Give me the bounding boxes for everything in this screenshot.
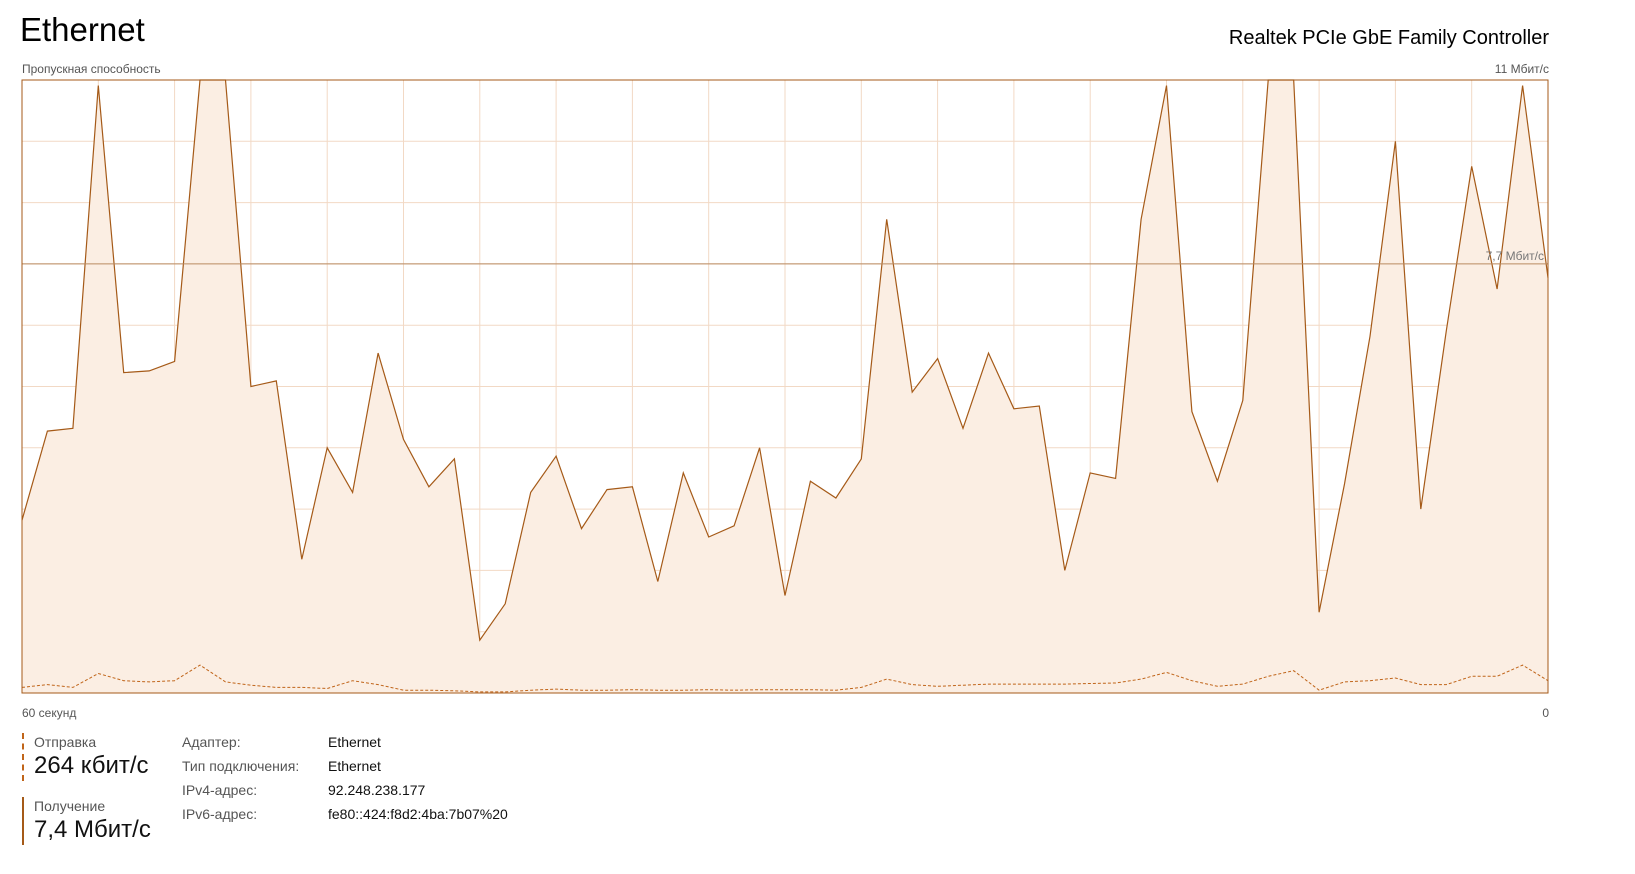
property-key: Адаптер: <box>182 734 241 750</box>
property-row: Тип подключения: Ethernet <box>182 754 508 778</box>
receive-value: 7,4 Мбит/с <box>34 816 151 843</box>
title: Ethernet <box>20 11 145 48</box>
property-value: fe80::424:f8d2:4ba:7b07%20 <box>328 806 508 822</box>
property-value: 92.248.238.177 <box>328 782 426 798</box>
receive-area <box>22 80 1548 693</box>
send-line <box>21 664 1549 693</box>
property-key: IPv4-адрес: <box>182 782 258 798</box>
property-value: Ethernet <box>328 758 381 774</box>
property-row: IPv4-адрес: 92.248.238.177 <box>182 778 508 802</box>
receive-label: Получение <box>34 798 106 814</box>
send-stat[interactable]: Отправка 264 кбит/с <box>22 733 149 781</box>
property-row: IPv6-адрес: fe80::424:f8d2:4ba:7b07%20 <box>182 802 508 826</box>
adapter-name: Realtek PCIe GbE Family Controller <box>1228 27 1549 49</box>
send-label: Отправка <box>34 734 97 750</box>
receive-stat[interactable]: Получение 7,4 Мбит/с <box>22 797 151 845</box>
send-value: 264 кбит/с <box>34 752 149 779</box>
x-right-label: 0 <box>1542 706 1549 720</box>
scale-line-label: 7,7 Мбит/с <box>1486 249 1544 263</box>
property-row: Адаптер: Ethernet <box>182 730 508 754</box>
y-axis-label: Пропускная способность <box>22 62 161 76</box>
property-key: IPv6-адрес: <box>182 806 258 822</box>
graph-border <box>21 79 1549 694</box>
property-key: Тип подключения: <box>182 758 300 774</box>
adapter-properties: Адаптер: Ethernet Тип подключения: Ether… <box>182 730 508 826</box>
y-max-label: 11 Мбит/с <box>1494 62 1549 76</box>
property-value: Ethernet <box>328 734 381 750</box>
x-left-label: 60 секунд <box>22 706 77 720</box>
